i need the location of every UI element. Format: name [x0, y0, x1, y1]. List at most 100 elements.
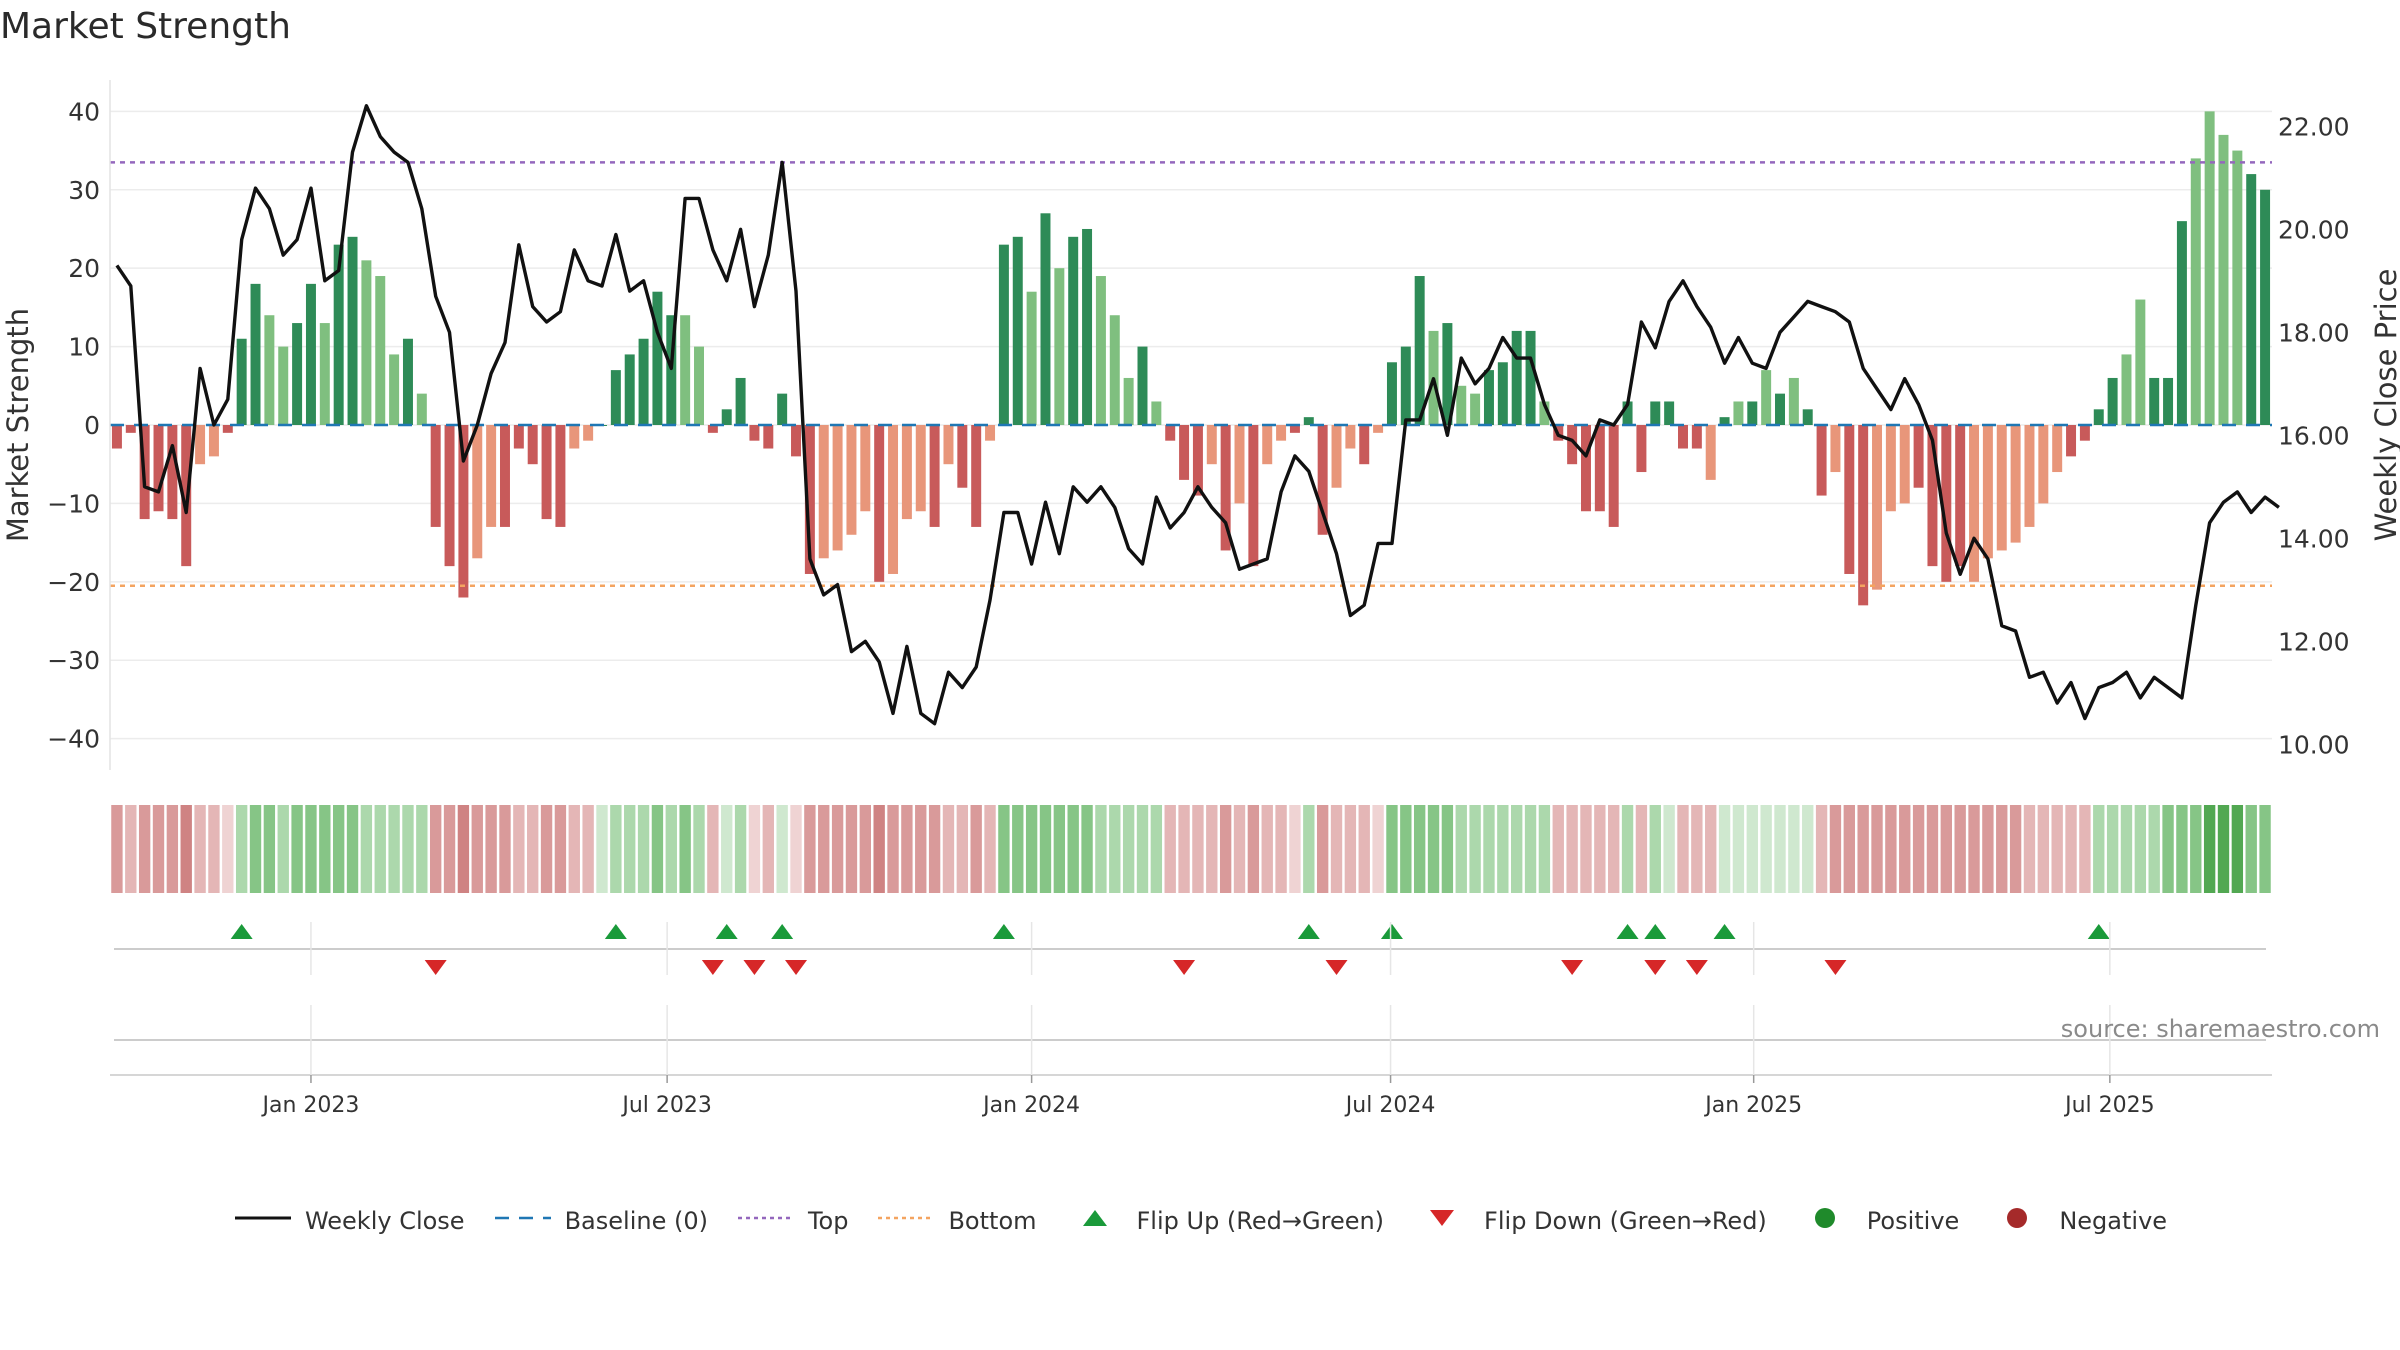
regime-cell: [194, 805, 206, 893]
strength-bar: [1636, 425, 1647, 473]
strength-bar: [555, 425, 566, 527]
strength-bar: [1941, 425, 1952, 582]
strength-bar: [2079, 425, 2090, 441]
regime-cell: [1358, 805, 1370, 893]
regime-cell: [1538, 805, 1551, 893]
regime-cell: [2245, 805, 2257, 893]
triangle-up-icon: [1065, 1206, 1137, 1236]
flip-down-marker: [1325, 960, 1348, 975]
legend-label: Bottom: [948, 1207, 1037, 1235]
regime-cell: [1608, 805, 1620, 893]
regime-cell: [679, 805, 691, 893]
strength-bar: [1830, 425, 1841, 473]
strength-bar: [749, 425, 760, 441]
regime-cell: [776, 805, 788, 893]
regime-cell: [651, 805, 664, 893]
regime-cell: [1386, 805, 1398, 893]
regime-cell: [374, 805, 386, 893]
regime-cell: [2176, 805, 2188, 893]
strength-bar: [901, 425, 912, 520]
flip-up-marker: [1713, 924, 1736, 939]
weekly-close-line: [115, 103, 2280, 726]
strength-bar: [998, 244, 1009, 425]
strength-bar: [250, 283, 261, 425]
regime-cell: [2148, 805, 2160, 893]
strength-bar: [264, 315, 275, 425]
strength-bar: [1456, 385, 1467, 425]
y2-tick-label: 10.00: [2278, 730, 2350, 759]
regime-strip: [111, 805, 2271, 893]
regime-cell: [1261, 805, 1273, 893]
strength-bar: [929, 425, 940, 527]
strength-bar: [680, 315, 691, 425]
strength-bar: [1179, 425, 1190, 480]
y-tick-label: 20: [68, 254, 100, 283]
regime-cell: [1774, 805, 1786, 893]
strength-bar: [888, 425, 899, 574]
strength-bar: [1622, 401, 1633, 425]
regime-cell: [554, 805, 567, 893]
strength-bar: [444, 425, 455, 567]
strength-bar: [818, 425, 829, 559]
strength-bar: [1151, 401, 1162, 425]
regime-cell: [2106, 805, 2119, 893]
legend-label: Flip Up (Red→Green): [1136, 1207, 1385, 1235]
legend: Weekly Close Baseline (0) Top Bottom Flip Up…: [0, 1206, 2400, 1236]
regime-cell: [2190, 805, 2202, 893]
regime-cell: [1206, 805, 1218, 893]
strength-bar: [1955, 425, 1966, 567]
flip-up-marker: [1644, 924, 1667, 939]
regime-cell: [402, 805, 414, 893]
regime-cell: [499, 805, 511, 893]
regime-cell: [1732, 805, 1745, 893]
regime-cell: [1413, 805, 1426, 893]
strength-bar: [389, 354, 400, 425]
strength-bar: [1816, 425, 1827, 496]
strength-bar: [1234, 425, 1245, 504]
strength-bar: [1913, 425, 1924, 488]
y2-tick-label: 16.00: [2278, 421, 2350, 450]
regime-cell: [2065, 805, 2077, 893]
legend-label: Baseline (0): [564, 1207, 708, 1235]
y-tick-label: 30: [68, 176, 100, 205]
dashed-line-icon: [493, 1206, 565, 1236]
regime-cell: [1122, 805, 1135, 893]
strength-bar: [111, 425, 122, 449]
regime-cell: [1427, 805, 1440, 893]
regime-cell: [2203, 805, 2216, 893]
legend-label: Flip Down (Green→Red): [1484, 1207, 1767, 1235]
strength-bar: [1137, 346, 1148, 425]
regime-cell: [818, 805, 830, 893]
strength-bar: [777, 393, 788, 425]
regime-cell: [1677, 805, 1689, 893]
strength-bar: [1331, 425, 1342, 488]
strength-bar: [1262, 425, 1273, 465]
regime-cell: [332, 805, 345, 893]
regime-cell: [804, 805, 816, 893]
strength-bar: [874, 425, 885, 582]
regime-cell: [2217, 805, 2230, 893]
regime-cell: [1400, 805, 1412, 893]
flip-up-marker: [992, 924, 1015, 939]
strength-bar: [2052, 425, 2063, 473]
strength-bar: [305, 283, 316, 425]
regime-cell: [1469, 805, 1481, 893]
strength-bar: [1359, 425, 1370, 465]
regime-cell: [1829, 805, 1842, 893]
regime-cell: [915, 805, 927, 893]
strength-bar: [832, 425, 843, 551]
strength-bar: [957, 425, 968, 488]
y-tick-label: −30: [47, 646, 100, 675]
regime-cell: [1150, 805, 1163, 893]
strength-bar: [1082, 228, 1093, 425]
strength-bar: [458, 425, 469, 598]
regime-cell: [942, 805, 955, 893]
strength-bar: [375, 276, 386, 425]
regime-cell: [2134, 805, 2147, 893]
flip-down-marker: [743, 960, 766, 975]
x-tick-label: Jul 2023: [620, 1093, 712, 1118]
strength-bar: [1345, 425, 1356, 449]
strength-bar: [1719, 417, 1730, 425]
strength-bar: [402, 338, 413, 425]
strength-bar: [513, 425, 524, 449]
